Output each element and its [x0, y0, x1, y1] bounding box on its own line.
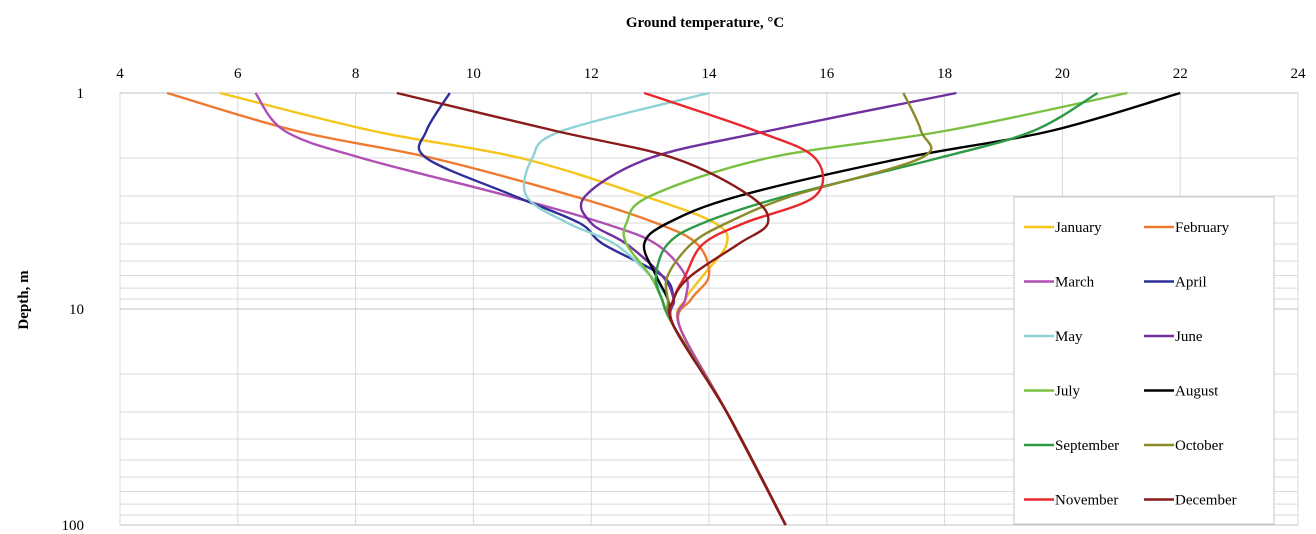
- y-tick-labels: 1 10 100: [62, 86, 85, 534]
- x-tick-label: 12: [584, 66, 599, 82]
- legend-box: [1013, 196, 1275, 525]
- series-lines: [166, 91, 1181, 526]
- x-tick-label: 14: [702, 66, 718, 82]
- legend-label: May: [1055, 329, 1083, 345]
- x-tick-label: 24: [1291, 66, 1307, 82]
- legend-label: June: [1175, 329, 1203, 345]
- y-tick-label: 100: [62, 518, 85, 534]
- legend-label: April: [1175, 275, 1207, 291]
- legend: January February March April May June July Augu…: [1013, 196, 1275, 525]
- legend-label: March: [1055, 275, 1095, 291]
- legend-label: October: [1175, 438, 1223, 454]
- x-tick-label: 18: [937, 66, 952, 82]
- x-tick-label: 10: [466, 66, 481, 82]
- x-tick-labels: 4 6 8 10 12 14 16 18 20 22 24: [116, 66, 1306, 82]
- legend-label: September: [1055, 438, 1119, 454]
- legend-label: February: [1175, 220, 1230, 236]
- x-tick-label: 8: [352, 66, 360, 82]
- y-tick-label: 10: [69, 302, 84, 318]
- series-line-december: [396, 91, 787, 526]
- y-tick-label: 1: [77, 86, 85, 102]
- x-tick-label: 4: [116, 66, 124, 82]
- legend-label: November: [1055, 493, 1118, 509]
- series-line-march: [254, 92, 787, 526]
- legend-label: August: [1175, 384, 1219, 400]
- x-tick-label: 16: [819, 66, 835, 82]
- legend-label: December: [1175, 493, 1237, 509]
- x-tick-label: 22: [1173, 66, 1188, 82]
- legend-label: July: [1055, 384, 1081, 400]
- chart-title: Ground temperature, °C: [626, 15, 784, 31]
- x-tick-label: 20: [1055, 66, 1070, 82]
- x-tick-label: 6: [234, 66, 242, 82]
- y-axis-label: Depth, m: [16, 270, 32, 330]
- legend-label: January: [1055, 220, 1102, 236]
